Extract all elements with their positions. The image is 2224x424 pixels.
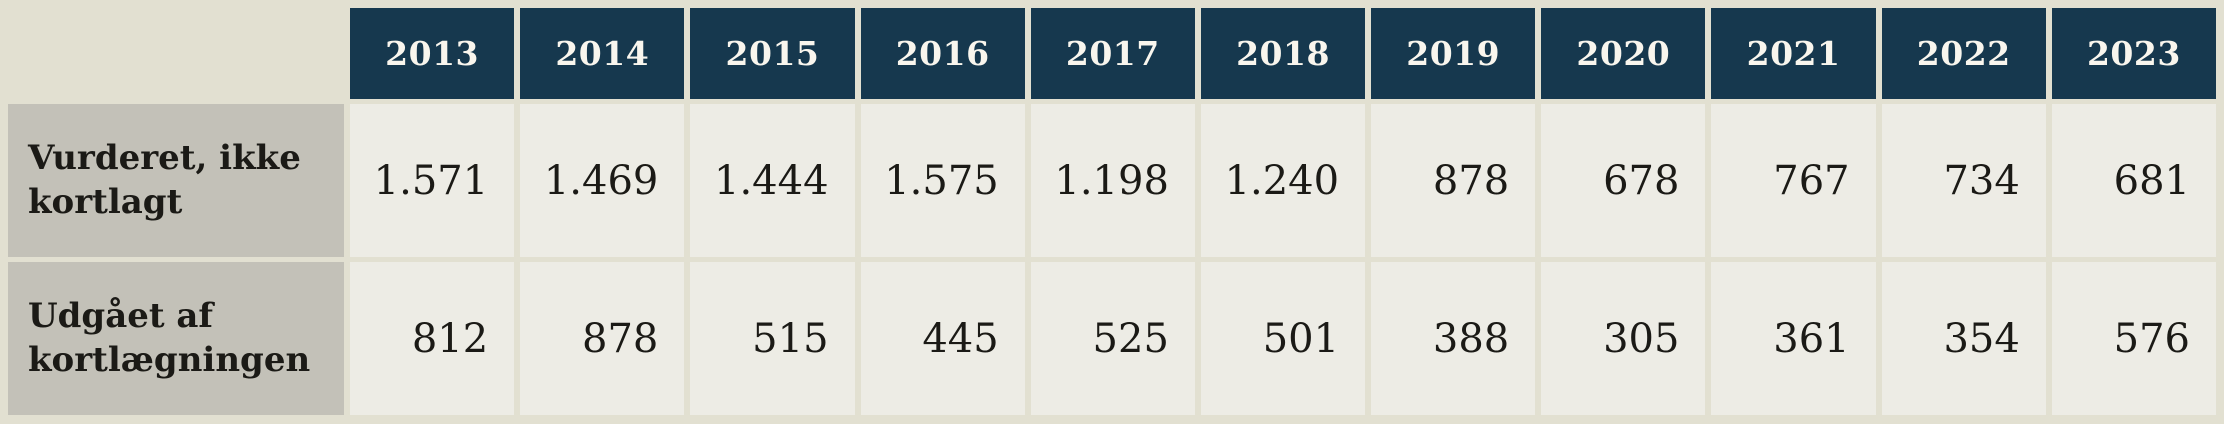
value-cell: 734 (1881, 104, 2046, 257)
year-header-cell: 2022 (1881, 8, 2046, 99)
year-header-cell: 2017 (1030, 8, 1195, 99)
year-header-cell: 2019 (1371, 8, 1536, 99)
value-cell: 767 (1711, 104, 1876, 257)
value-cell: 878 (520, 262, 685, 415)
row-label-cell: Udgået af kortlægningen (8, 262, 344, 415)
value-cell: 1.469 (520, 104, 685, 257)
year-header-cell: 2015 (690, 8, 855, 99)
corner-cell (8, 8, 344, 99)
year-header-cell: 2020 (1541, 8, 1706, 99)
value-cell: 1.240 (1200, 104, 1366, 257)
row-label-cell: Vurderet, ikke kortlagt (8, 104, 344, 257)
value-cell: 305 (1541, 262, 1706, 415)
value-cell: 812 (350, 262, 515, 415)
value-cell: 354 (1881, 262, 2046, 415)
value-cell: 515 (690, 262, 855, 415)
year-header-cell: 2018 (1200, 8, 1366, 99)
year-header-cell: 2013 (350, 8, 515, 99)
year-header-cell: 2016 (860, 8, 1025, 99)
value-cell: 1.571 (350, 104, 515, 257)
value-cell: 1.198 (1030, 104, 1195, 257)
year-header-cell: 2023 (2051, 8, 2216, 99)
value-cell: 445 (860, 262, 1025, 415)
value-cell: 1.575 (860, 104, 1025, 257)
value-cell: 361 (1711, 262, 1876, 415)
year-header-cell: 2021 (1711, 8, 1876, 99)
value-cell: 388 (1371, 262, 1536, 415)
value-cell: 681 (2051, 104, 2216, 257)
value-cell: 1.444 (690, 104, 855, 257)
value-cell: 501 (1200, 262, 1366, 415)
value-cell: 678 (1541, 104, 1706, 257)
value-cell: 878 (1371, 104, 1536, 257)
value-cell: 576 (2051, 262, 2216, 415)
year-header-cell: 2014 (520, 8, 685, 99)
value-cell: 525 (1030, 262, 1195, 415)
